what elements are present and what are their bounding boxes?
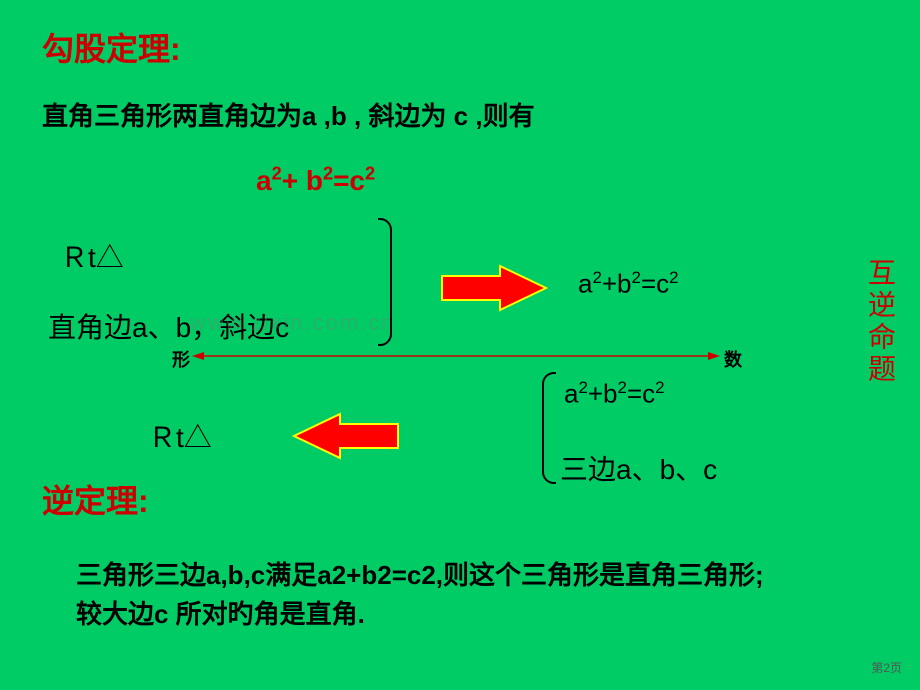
arrow-left-icon — [290, 412, 400, 460]
number-label: 数 — [724, 346, 742, 372]
page-number: 第2页 — [871, 659, 902, 676]
formula-right-2: a2+b2=c2 — [564, 378, 665, 410]
vertical-label: 互逆命题 — [860, 258, 900, 386]
bottom-text: 三角形三边a,b,c满足a2+b2=c2,则这个三角形是直角三角形; 较大边c … — [76, 556, 796, 634]
watermark: www.zixin.com.cn — [190, 310, 396, 336]
bracket-top — [378, 218, 392, 346]
title-theorem: 勾股定理: — [42, 24, 181, 70]
double-arrow-icon — [192, 348, 720, 364]
arrow-right-icon — [440, 264, 550, 312]
rt-triangle-2: Ｒt△ — [148, 416, 212, 456]
formula-right-1: a2+b2=c2 — [578, 268, 679, 300]
subtitle-theorem: 直角三角形两直角边为a ,b , 斜边为 c ,则有 — [42, 96, 535, 133]
shape-label: 形 — [172, 346, 190, 372]
three-sides: 三边a、b、c — [560, 448, 717, 488]
rt-triangle-1: Ｒt△ — [60, 236, 124, 276]
title-inverse: 逆定理: — [42, 476, 149, 522]
bracket-bottom — [542, 372, 556, 484]
formula-text: a2+ b2=c2 — [256, 165, 375, 196]
main-formula: a2+ b2=c2 — [256, 164, 375, 197]
